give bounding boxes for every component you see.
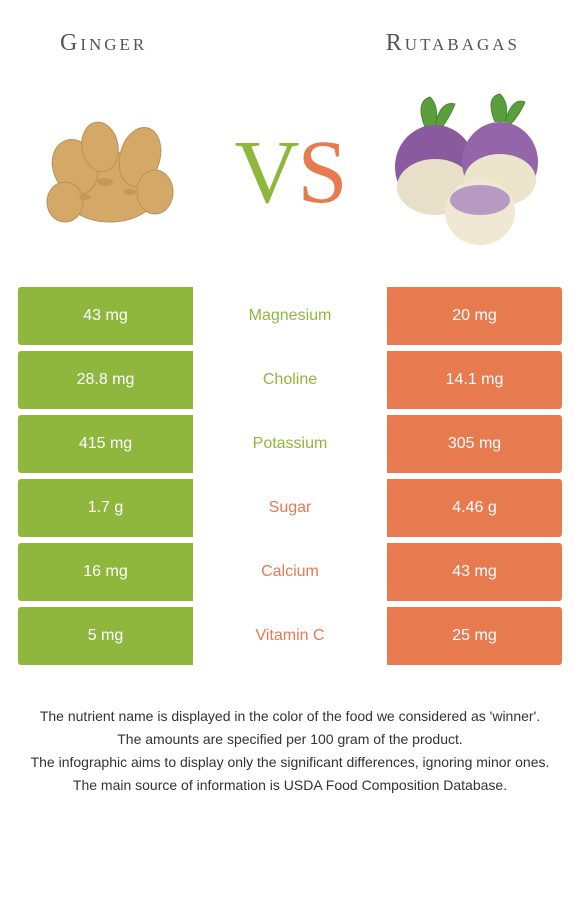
table-row: 28.8 mg Choline 14.1 mg xyxy=(18,351,562,409)
nutrient-label: Potassium xyxy=(193,415,387,473)
vs-label: VS xyxy=(234,121,345,224)
table-row: 415 mg Potassium 305 mg xyxy=(18,415,562,473)
right-value: 14.1 mg xyxy=(387,351,562,409)
table-row: 16 mg Calcium 43 mg xyxy=(18,543,562,601)
nutrient-label: Calcium xyxy=(193,543,387,601)
left-value: 1.7 g xyxy=(18,479,193,537)
table-row: 43 mg Magnesium 20 mg xyxy=(18,287,562,345)
nutrient-label: Vitamin C xyxy=(193,607,387,665)
right-value: 305 mg xyxy=(387,415,562,473)
rutabaga-image xyxy=(375,87,555,257)
rutabaga-icon xyxy=(380,92,550,252)
nutrient-label: Magnesium xyxy=(193,287,387,345)
right-value: 4.46 g xyxy=(387,479,562,537)
left-food-title: Ginger xyxy=(60,30,147,57)
footnote-line: The infographic aims to display only the… xyxy=(20,752,560,773)
comparison-table: 43 mg Magnesium 20 mg 28.8 mg Choline 14… xyxy=(0,287,580,665)
right-food-title: Rutabagas xyxy=(386,30,520,57)
nutrient-label: Sugar xyxy=(193,479,387,537)
left-value: 16 mg xyxy=(18,543,193,601)
ginger-icon xyxy=(35,102,195,242)
images-row: VS xyxy=(0,67,580,287)
left-value: 5 mg xyxy=(18,607,193,665)
ginger-image xyxy=(25,87,205,257)
right-value: 43 mg xyxy=(387,543,562,601)
left-value: 43 mg xyxy=(18,287,193,345)
vs-v: V xyxy=(234,123,297,222)
footnotes: The nutrient name is displayed in the co… xyxy=(0,671,580,796)
nutrient-label: Choline xyxy=(193,351,387,409)
right-value: 20 mg xyxy=(387,287,562,345)
left-value: 415 mg xyxy=(18,415,193,473)
right-value: 25 mg xyxy=(387,607,562,665)
header-row: Ginger Rutabagas xyxy=(0,0,580,67)
table-row: 5 mg Vitamin C 25 mg xyxy=(18,607,562,665)
footnote-line: The amounts are specified per 100 gram o… xyxy=(20,729,560,750)
table-row: 1.7 g Sugar 4.46 g xyxy=(18,479,562,537)
footnote-line: The nutrient name is displayed in the co… xyxy=(20,706,560,727)
vs-s: S xyxy=(297,123,345,222)
left-value: 28.8 mg xyxy=(18,351,193,409)
footnote-line: The main source of information is USDA F… xyxy=(20,775,560,796)
